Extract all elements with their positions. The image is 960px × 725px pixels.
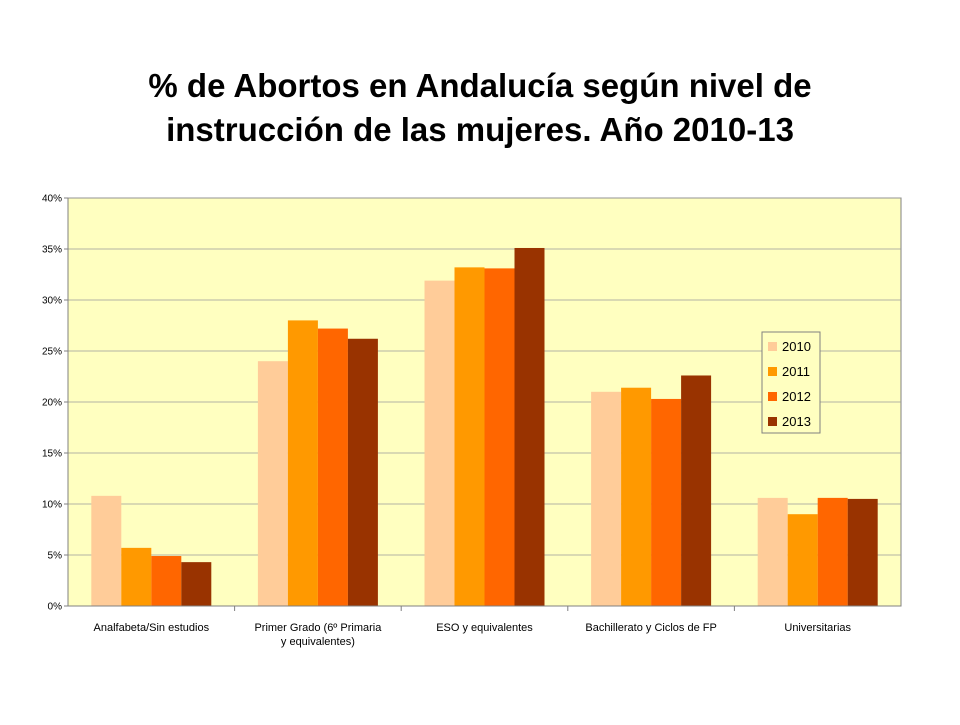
bar-2012-cat-1 [317,328,348,606]
bars [91,247,878,611]
bar-2011-cat-3 [621,387,652,606]
legend-swatch-2010 [768,342,777,351]
bar-2010-cat-4 [757,497,788,606]
bar-2013-cat-2 [514,247,545,607]
bar-2012-cat-0 [151,556,182,606]
bar-2013-cat-0 [181,562,212,606]
y-tick-label: 20% [42,398,62,409]
x-category-label: Analfabeta/Sin estudios [94,622,210,634]
y-tick-label: 30% [42,296,62,307]
x-axis-labels: Analfabeta/Sin estudios Primer Grado (6º … [94,622,852,648]
bar-2010-cat-3 [591,391,622,606]
legend-label-2012: 2012 [782,389,811,404]
legend-swatch-2011 [768,367,777,376]
x-category-label: ESO y equivalentes [436,622,533,634]
slide-title-line-2: instrucción de las mujeres. Año 2010-13 [166,111,794,149]
legend-swatch-2013 [768,417,777,426]
bar-2013-cat-3 [681,375,712,606]
bar-2011-cat-4 [787,514,818,606]
x-category-label: Primer Grado (6º Primaria [254,622,382,634]
legend-swatch-2012 [768,392,777,401]
bar-2010-cat-2 [424,280,455,606]
y-tick-label: 35% [42,245,62,256]
y-tick-label: 40% [42,194,62,205]
bar-2011-cat-2 [454,267,485,606]
y-tick-label: 25% [42,347,62,358]
bar-2010-cat-1 [257,361,288,606]
y-tick-label: 5% [48,551,63,562]
y-tick-label: 15% [42,449,62,460]
bar-2012-cat-4 [817,497,848,606]
bar-2013-cat-1 [347,338,378,606]
legend-label-2011: 2011 [782,364,810,379]
y-tick-label: 0% [48,602,63,613]
bar-2010-cat-0 [91,495,122,606]
x-category-label: y equivalentes) [281,636,355,648]
legend-label-2010: 2010 [782,339,811,354]
bar-2013-cat-4 [847,498,878,606]
bar-2011-cat-1 [287,320,318,606]
bar-2011-cat-0 [121,547,152,606]
slide-title-line-1: % de Abortos en Andalucía según nivel de [148,67,812,105]
legend-label-2013: 2013 [782,414,811,429]
legend: 2010 2011 2012 2013 [761,331,821,434]
y-axis-ticks: 0% 5% 10% 15% 20% 25% 30% 35% 40% [42,194,68,613]
bar-2012-cat-3 [651,398,682,606]
bar-2012-cat-2 [484,268,515,606]
y-tick-label: 10% [42,500,62,511]
slide-title: % de Abortos en Andalucía según nivel de… [60,64,900,152]
x-category-label: Universitarias [784,622,851,634]
x-category-label: Bachillerato y Ciclos de FP [585,622,716,634]
